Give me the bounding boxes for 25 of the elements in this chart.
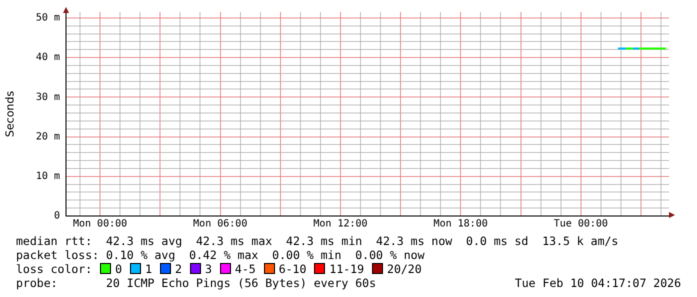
legend-label: 1 [145, 262, 152, 276]
y-tick-label: 10 m [36, 170, 60, 182]
x-tick-label: Mon 12:00 [313, 218, 368, 230]
y-tick-label: 0 [54, 210, 60, 222]
x-tick-label: Tue 00:00 [554, 218, 608, 230]
legend-label: 6-10 [278, 262, 306, 276]
x-tick-label: Mon 06:00 [193, 218, 248, 230]
y-tick-label: 30 m [36, 92, 60, 103]
text: probe: 20 ICMP Echo Pings (56 Bytes) every 60s [16, 276, 376, 290]
legend-label: 3 [204, 262, 212, 276]
legend-label: 4-5 [234, 262, 256, 276]
legend-label: 20/20 [387, 262, 422, 276]
legend-label: 11-19 [329, 262, 364, 276]
legend-title: loss color: [16, 262, 92, 276]
text: median rtt: 42.3 ms avg 42.3 ms max 42.3 ms min 42.3 ms now 0.0 ms sd 13.5 k am/s [16, 234, 618, 248]
y-axis-title: Seconds [3, 90, 16, 138]
y-tick-label: 20 m [36, 131, 60, 142]
legend-label: 2 [175, 262, 182, 276]
y-tick-label: 40 m [36, 52, 60, 64]
y-tick-label: 50 m [36, 12, 60, 24]
text: Tue Feb 10 04:17:07 2026 [514, 276, 681, 290]
text: packet loss: 0.10 % avg 0.42 % max 0.00 % min 0.00 % now [16, 248, 424, 262]
x-tick-label: Mon 00:00 [72, 218, 128, 230]
legend-label: 0 [115, 262, 122, 276]
x-tick-label: Mon 18:00 [434, 218, 488, 230]
